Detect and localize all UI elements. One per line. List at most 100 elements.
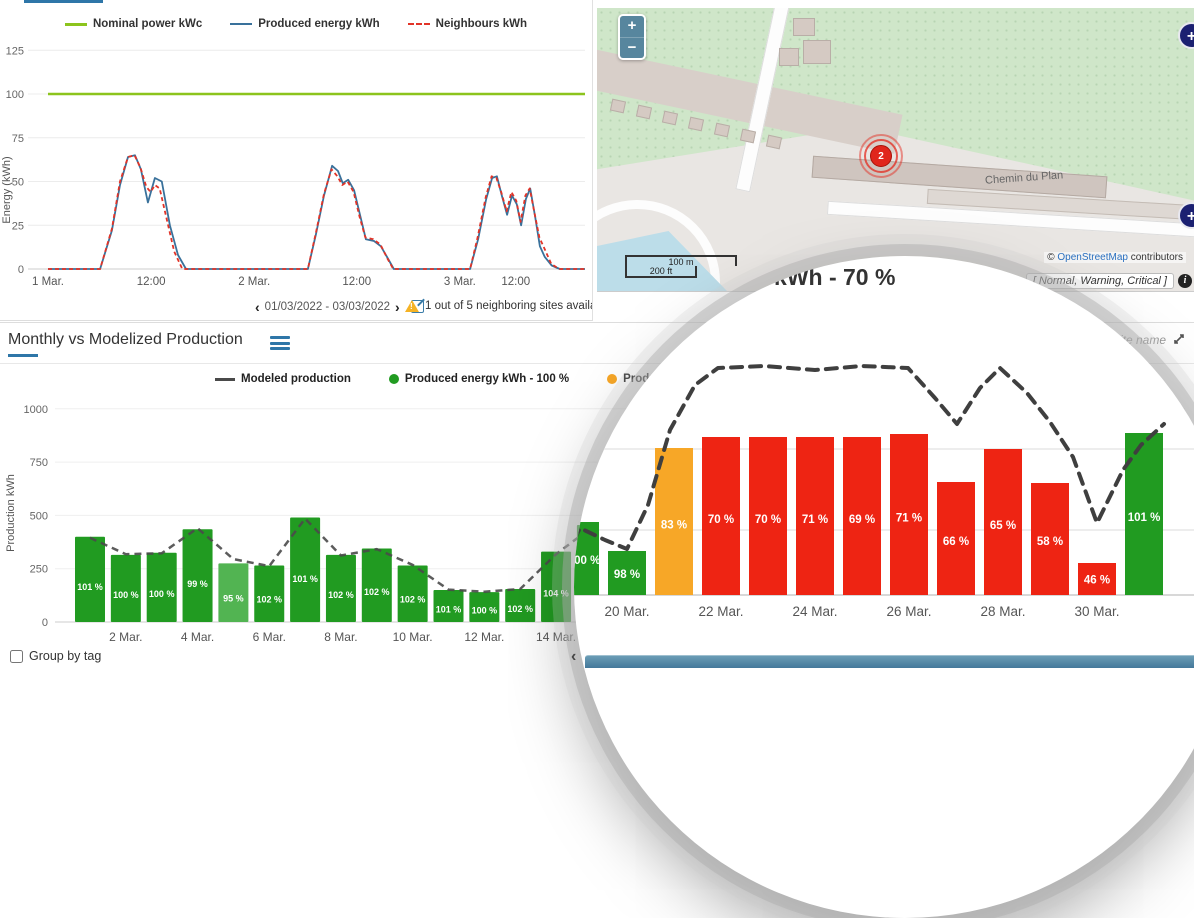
svg-text:1 Mar.: 1 Mar. — [32, 276, 64, 288]
bar-13-Mar[interactable] — [505, 588, 536, 622]
bar-14-Mar[interactable] — [541, 551, 572, 622]
osm-link[interactable]: OpenStreetMap — [1057, 252, 1128, 263]
legend-produced-energy[interactable]: Produced energy kWh — [230, 18, 380, 30]
map-add-button-bottom[interactable]: + — [1178, 202, 1194, 229]
svg-text:102 %: 102 % — [400, 594, 426, 604]
svg-text:0: 0 — [42, 617, 48, 629]
bar-3-Mar[interactable] — [146, 552, 177, 622]
svg-text:22 Mar.: 22 Mar. — [698, 604, 743, 619]
svg-text:100 %: 100 % — [472, 605, 498, 615]
svg-text:101 %: 101 % — [1128, 512, 1161, 524]
legend-label: Nominal power kWc — [92, 18, 203, 30]
map-canvas[interactable]: Chemin du Plan 2 + − 100 m 200 ft © Open… — [597, 8, 1194, 292]
svg-text:24 Mar.: 24 Mar. — [792, 604, 837, 619]
prev-date-button[interactable]: ‹ — [255, 298, 260, 315]
lens-bar-28-Mar[interactable] — [984, 449, 1022, 595]
svg-text:102 %: 102 % — [328, 590, 354, 600]
bar-11-Mar[interactable] — [433, 590, 464, 622]
lens-bar-27-Mar[interactable] — [937, 482, 975, 595]
svg-text:101 %: 101 % — [436, 605, 462, 615]
svg-text:6 Mar.: 6 Mar. — [253, 630, 286, 644]
lens-bar-26-Mar[interactable] — [890, 434, 928, 595]
bar-2-Mar[interactable] — [110, 554, 141, 622]
svg-text:25: 25 — [12, 220, 24, 232]
svg-text:98 %: 98 % — [614, 569, 640, 581]
svg-text:12 Mar.: 12 Mar. — [464, 630, 504, 644]
marker-ripple — [859, 134, 903, 178]
map-building — [661, 110, 679, 126]
series-produced-energy-kwh[interactable] — [48, 154, 585, 270]
red-dashed-marker — [407, 23, 430, 25]
next-panel-header-edge[interactable] — [585, 655, 1194, 668]
map-building — [713, 122, 731, 138]
svg-text:3 Mar.: 3 Mar. — [444, 276, 476, 288]
orange-dot-marker — [607, 374, 618, 384]
bar-6-Mar[interactable] — [254, 565, 285, 622]
bar-7-Mar[interactable] — [290, 517, 321, 622]
energy-line-chart[interactable]: 125 100 75 50 25 0 Energy (kWh) 1 Mar. 12:00 2 Ma… — [0, 40, 593, 295]
site-cluster-marker[interactable]: 2 — [859, 134, 903, 178]
lens-bar-20-Mar[interactable] — [608, 551, 646, 595]
legend-neighbours[interactable]: Neighbours kWh — [407, 18, 527, 30]
bar-5-Mar[interactable] — [218, 563, 249, 622]
lens-bar-22-Mar[interactable] — [702, 437, 740, 595]
svg-text:95 %: 95 % — [223, 593, 244, 603]
warning-text: 1 out of 5 neighboring sites available — [425, 300, 592, 312]
svg-text:4 Mar.: 4 Mar. — [181, 630, 214, 644]
svg-text:50: 50 — [12, 177, 24, 189]
svg-text:28 Mar.: 28 Mar. — [980, 604, 1025, 619]
magnified-bar-chart[interactable]: 100 % 98 % 83 % 70 % 70 % 71 % 69 % 71 % 66 % 65 … — [574, 256, 1194, 918]
svg-text:2 Mar.: 2 Mar. — [238, 276, 270, 288]
svg-text:58 %: 58 % — [1037, 536, 1063, 548]
expand-icon[interactable] — [1172, 332, 1186, 346]
svg-text:66 %: 66 % — [943, 536, 969, 548]
zoom-in-button[interactable]: + — [620, 16, 644, 37]
lens-bar-25-Mar[interactable] — [843, 437, 881, 595]
svg-text:99 %: 99 % — [187, 579, 208, 589]
svg-text:12:00: 12:00 — [501, 276, 530, 288]
series-neighbours-kwh[interactable] — [48, 154, 585, 270]
svg-text:14 Mar.: 14 Mar. — [536, 630, 576, 644]
legend-label: Produced energy kWh - 100 % — [404, 373, 570, 385]
zoom-out-button[interactable]: − — [620, 37, 644, 58]
map-building — [739, 128, 757, 144]
marker-count[interactable]: 2 — [870, 145, 892, 167]
map-attribution: © OpenStreetMap contributors — [1044, 252, 1186, 263]
legend-label: Produced energy kWh — [258, 18, 380, 30]
svg-text:100: 100 — [6, 89, 24, 101]
legend-nominal-power[interactable]: Nominal power kWc — [64, 18, 203, 30]
next-date-button[interactable]: › — [395, 298, 400, 315]
bar-1-Mar[interactable] — [75, 536, 105, 622]
lens-bar-24-Mar[interactable] — [796, 437, 834, 595]
legend-modeled[interactable]: Modeled production — [215, 373, 351, 385]
lens-bar-21-Mar[interactable] — [655, 448, 693, 595]
bar-4-Mar[interactable] — [182, 529, 213, 622]
lens-bar-23-Mar[interactable] — [749, 437, 787, 595]
menu-icon[interactable] — [270, 336, 290, 353]
marker-ripple — [864, 139, 898, 173]
svg-text:8 Mar.: 8 Mar. — [324, 630, 357, 644]
legend-produced-100[interactable]: Produced energy kWh - 100 % — [388, 373, 570, 385]
lens-bar-30-Mar[interactable] — [1078, 563, 1116, 595]
legend-label: Modeled production — [241, 373, 351, 385]
scale-imperial: 200 ft — [625, 266, 697, 278]
production-legend: Modeled production Produced energy kWh -… — [215, 373, 669, 385]
blue-line-marker — [230, 23, 253, 25]
svg-text:83 %: 83 % — [661, 519, 687, 531]
svg-text:125: 125 — [6, 45, 24, 57]
svg-text:2 Mar.: 2 Mar. — [109, 630, 142, 644]
bar-9-Mar[interactable] — [361, 548, 392, 622]
group-by-tag-checkbox[interactable] — [10, 649, 23, 663]
map-building — [779, 48, 799, 66]
date-range-nav: ‹ 01/03/2022 - 03/03/2022 › — [255, 298, 424, 315]
bar-8-Mar[interactable] — [325, 554, 356, 622]
svg-text:0: 0 — [18, 264, 24, 276]
bar-12-Mar[interactable] — [469, 592, 500, 622]
svg-text:10 Mar.: 10 Mar. — [393, 630, 433, 644]
info-icon[interactable]: i — [1178, 274, 1192, 288]
lens-bar-29-Mar[interactable] — [1031, 483, 1069, 595]
svg-text:101 %: 101 % — [292, 574, 318, 584]
map-add-button-top[interactable]: + — [1178, 22, 1194, 49]
collapse-chevron[interactable]: ‹ — [571, 648, 577, 665]
bar-10-Mar[interactable] — [397, 565, 428, 622]
